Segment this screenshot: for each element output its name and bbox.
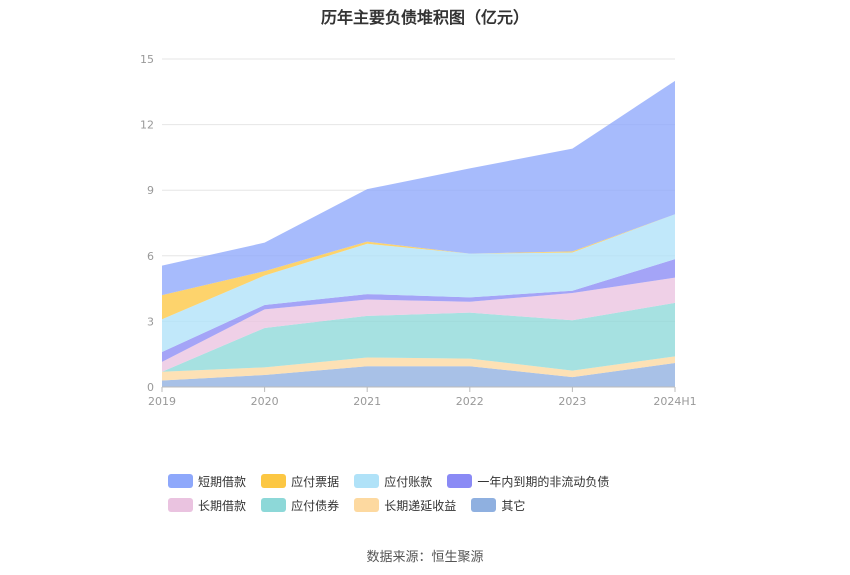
legend-label: 长期借款 — [198, 498, 247, 513]
area-series-group — [162, 80, 675, 387]
y-tick-label: 6 — [147, 250, 154, 263]
y-tick-label: 9 — [147, 184, 154, 197]
y-tick-label: 15 — [140, 53, 154, 66]
series-area — [162, 362, 675, 387]
series-area — [162, 356, 675, 381]
series-area — [162, 80, 675, 296]
legend-item-notes-payable[interactable]: 应付票据 — [261, 473, 339, 489]
legend-label: 长期递延收益 — [384, 498, 457, 513]
x-tick-label: 2021 — [353, 395, 381, 408]
legend-label: 一年内到期的非流动负债 — [477, 474, 610, 489]
legend-item-deferred-income[interactable]: 长期递延收益 — [354, 497, 456, 513]
legend-swatch — [354, 474, 380, 488]
x-tick-label: 2019 — [148, 395, 176, 408]
legend-swatch — [354, 498, 380, 512]
legend-swatch — [261, 498, 287, 512]
axes: 0 3 6 9 12 15 2019 2020 2021 2022 2023 2024H1 — [140, 53, 697, 408]
legend-label: 短期借款 — [198, 474, 247, 489]
legend-label: 其它 — [501, 498, 526, 513]
y-tick-label: 0 — [147, 381, 154, 394]
series-area — [162, 277, 675, 372]
legend-label: 应付债券 — [291, 498, 340, 513]
x-tick-label: 2024H1 — [653, 395, 696, 408]
legend-item-long-term-loans[interactable]: 长期借款 — [168, 497, 246, 513]
chart-title: 历年主要负债堆积图（亿元） — [320, 8, 529, 27]
y-tick-label: 12 — [140, 119, 154, 132]
legend-swatch — [447, 474, 473, 488]
legend: 短期借款 应付票据 应付账款 一年内到期的非流动负债 长期借款 应付债券 长期递… — [168, 473, 708, 521]
series-area — [162, 302, 675, 372]
legend-label: 应付账款 — [384, 474, 433, 489]
x-tick-label: 2023 — [558, 395, 586, 408]
series-area — [162, 214, 675, 353]
legend-item-short-term-loans[interactable]: 短期借款 — [168, 473, 246, 489]
legend-swatch — [471, 498, 497, 512]
data-source: 数据来源：恒生聚源 — [366, 550, 484, 565]
legend-item-bonds-payable[interactable]: 应付债券 — [261, 497, 339, 513]
legend-label: 应付票据 — [291, 474, 340, 489]
x-tick-label: 2020 — [251, 395, 279, 408]
y-tick-label: 3 — [147, 315, 154, 328]
legend-swatch — [168, 474, 193, 488]
legend-swatch — [261, 474, 287, 488]
legend-item-accounts-payable[interactable]: 应付账款 — [354, 473, 432, 489]
legend-item-current-noncurrent-liabilities[interactable]: 一年内到期的非流动负债 — [447, 473, 609, 489]
legend-swatch — [168, 498, 193, 512]
legend-item-other[interactable]: 其它 — [471, 497, 525, 513]
x-tick-label: 2022 — [456, 395, 484, 408]
